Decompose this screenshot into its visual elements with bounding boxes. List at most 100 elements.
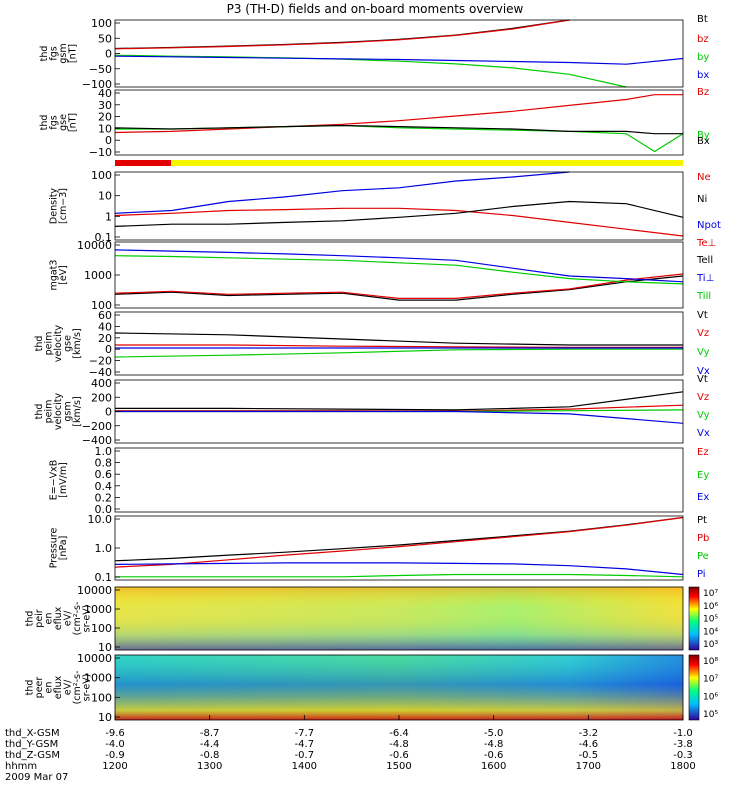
y-axis-label-line: fgs	[48, 115, 59, 129]
legend-Vt: Vt	[697, 310, 708, 321]
y-axis-label-line: sr-eV)	[82, 674, 93, 702]
date-label: 2009 Mar 07	[5, 772, 68, 783]
legend-Bx: Bx	[697, 136, 710, 147]
legend-Bt: Bt	[697, 14, 708, 25]
series-line-By	[115, 124, 684, 153]
y-axis-label: thdpeirenefluxeV/(cm²-s-sr-eV)	[25, 602, 93, 636]
y-tick-label: 10	[98, 711, 112, 724]
series-line-Pt	[114, 516, 684, 562]
y-tick-label: 1.0	[95, 445, 113, 458]
y-tick-label: 100	[91, 299, 112, 312]
y-axis-label-line: gsm	[63, 401, 74, 421]
legend-Tell: Tell	[696, 255, 713, 266]
y-tick-label: 50	[98, 32, 112, 45]
page-title: P3 (TH-D) fields and on-board moments ov…	[227, 2, 524, 16]
y-axis-label-line: eflux	[53, 606, 64, 630]
footer-value: -0.5	[579, 750, 599, 761]
series-line-by	[114, 54, 627, 88]
y-axis-label-line: [nPa]	[58, 536, 69, 561]
y-tick-label: 20	[98, 111, 112, 124]
y-tick-label: 10000	[77, 584, 112, 597]
footer-value: -5.0	[484, 728, 504, 739]
legend-Pe: Pe	[697, 551, 709, 562]
legend-bx: bx	[697, 70, 709, 81]
series-line-Pi	[114, 562, 684, 576]
footer-value: -4.7	[295, 739, 315, 750]
y-axis-label: Pressure[nPa]	[48, 528, 69, 569]
y-tick-label: 0	[105, 48, 112, 61]
y-tick-label: 10	[98, 190, 112, 203]
legend-Vy: Vy	[697, 347, 710, 358]
legend-Pb: Pb	[697, 533, 709, 544]
y-tick-label: 1	[105, 210, 112, 223]
footer-value: 1300	[197, 761, 222, 772]
y-tick-label: 100	[91, 169, 112, 182]
y-axis-label-line: thd	[34, 336, 45, 352]
y-axis-label-line: velocity	[53, 393, 64, 431]
series-line-Bx	[114, 124, 683, 135]
y-tick-label: 100	[91, 691, 112, 704]
y-axis-label-line: [eV]	[58, 265, 69, 285]
y-tick-label: 40	[98, 320, 112, 333]
mode-bar-red	[115, 160, 171, 166]
footer-value: -0.7	[295, 750, 315, 761]
y-tick-label: −50	[89, 63, 112, 76]
series-line-Tell	[114, 275, 684, 301]
y-axis-label: thdpeimvelocitygsm[km/s]	[34, 393, 83, 431]
legend-Te⊥: Te⊥	[696, 238, 716, 249]
series-line-Bt	[114, 19, 570, 50]
colorbar-tick-label: 10⁷	[703, 589, 718, 599]
series-line-bz	[114, 19, 570, 50]
y-tick-label: 10	[98, 641, 112, 654]
y-tick-label: 20	[98, 332, 112, 345]
legend-Till: Till	[696, 291, 711, 302]
footer-value: 1500	[386, 761, 411, 772]
y-axis-label-line: thd	[39, 115, 50, 131]
y-axis-label: E=−VxB[mV/m]	[48, 460, 69, 501]
y-axis-label-line: thd	[34, 404, 45, 420]
y-axis-label-line: sr-eV)	[82, 605, 93, 633]
legend-By: By	[697, 130, 710, 141]
footer-row-label: thd_Y-GSM	[5, 739, 58, 750]
panel-frame	[114, 19, 684, 88]
y-tick-label: −10	[89, 146, 112, 159]
footer-row-label: thd_Z-GSM	[5, 750, 60, 761]
colorbar-tick-label: 10⁵	[703, 615, 718, 625]
y-tick-label: 10000	[77, 652, 112, 665]
legend-Vt: Vt	[697, 374, 708, 385]
footer-value: -3.2	[579, 728, 599, 739]
series-line-bx	[114, 55, 684, 65]
panel-fgs_gsm: 100 50 0 −50 −100 thdfgsgsm[nT] Bt bz by bx	[39, 14, 710, 91]
panel-peer: 10⁸ 10⁷ 10⁶ 10⁵ 10000 1000 100 10 thdpeereneflux…	[25, 652, 719, 724]
colorbar-tick-label: 10⁸	[703, 657, 718, 667]
footer-value: -4.8	[389, 739, 409, 750]
mode-bar-yellow	[171, 160, 683, 166]
y-axis-label-line: fgs	[48, 46, 59, 60]
y-axis-label-line: [nT]	[67, 113, 78, 132]
colorbar-tick-label: 10⁶	[703, 692, 718, 702]
y-tick-label: 100	[91, 622, 112, 635]
y-tick-label: 200	[91, 391, 112, 404]
panel-density: 100 10 1 0.1 Density[cm−3] Ne Ni Npot Te⊥	[48, 169, 721, 249]
y-tick-label: 1000	[84, 672, 112, 685]
y-tick-label: 40	[98, 87, 112, 100]
y-tick-label: 1.0	[95, 542, 113, 555]
footer-value: 1400	[292, 761, 317, 772]
y-tick-label: 1000	[84, 603, 112, 616]
y-axis-label-line: eV/	[63, 610, 74, 626]
y-axis-label: thdpeimvelocitygse[km/s]	[34, 325, 83, 363]
panel-frame	[114, 171, 684, 241]
colorbar-tick-label: 10⁶	[703, 602, 718, 612]
y-tick-label: 30	[98, 99, 112, 112]
legend-Vx: Vx	[697, 428, 710, 439]
y-tick-label: −20	[89, 355, 112, 368]
series-line-Te⊥	[114, 273, 684, 299]
legend-Vz: Vz	[697, 328, 709, 339]
y-tick-label: −400	[82, 434, 112, 447]
legend-Vz: Vz	[697, 392, 709, 403]
footer-value: -4.0	[105, 739, 125, 750]
y-axis-label-line: [km/s]	[72, 328, 83, 358]
